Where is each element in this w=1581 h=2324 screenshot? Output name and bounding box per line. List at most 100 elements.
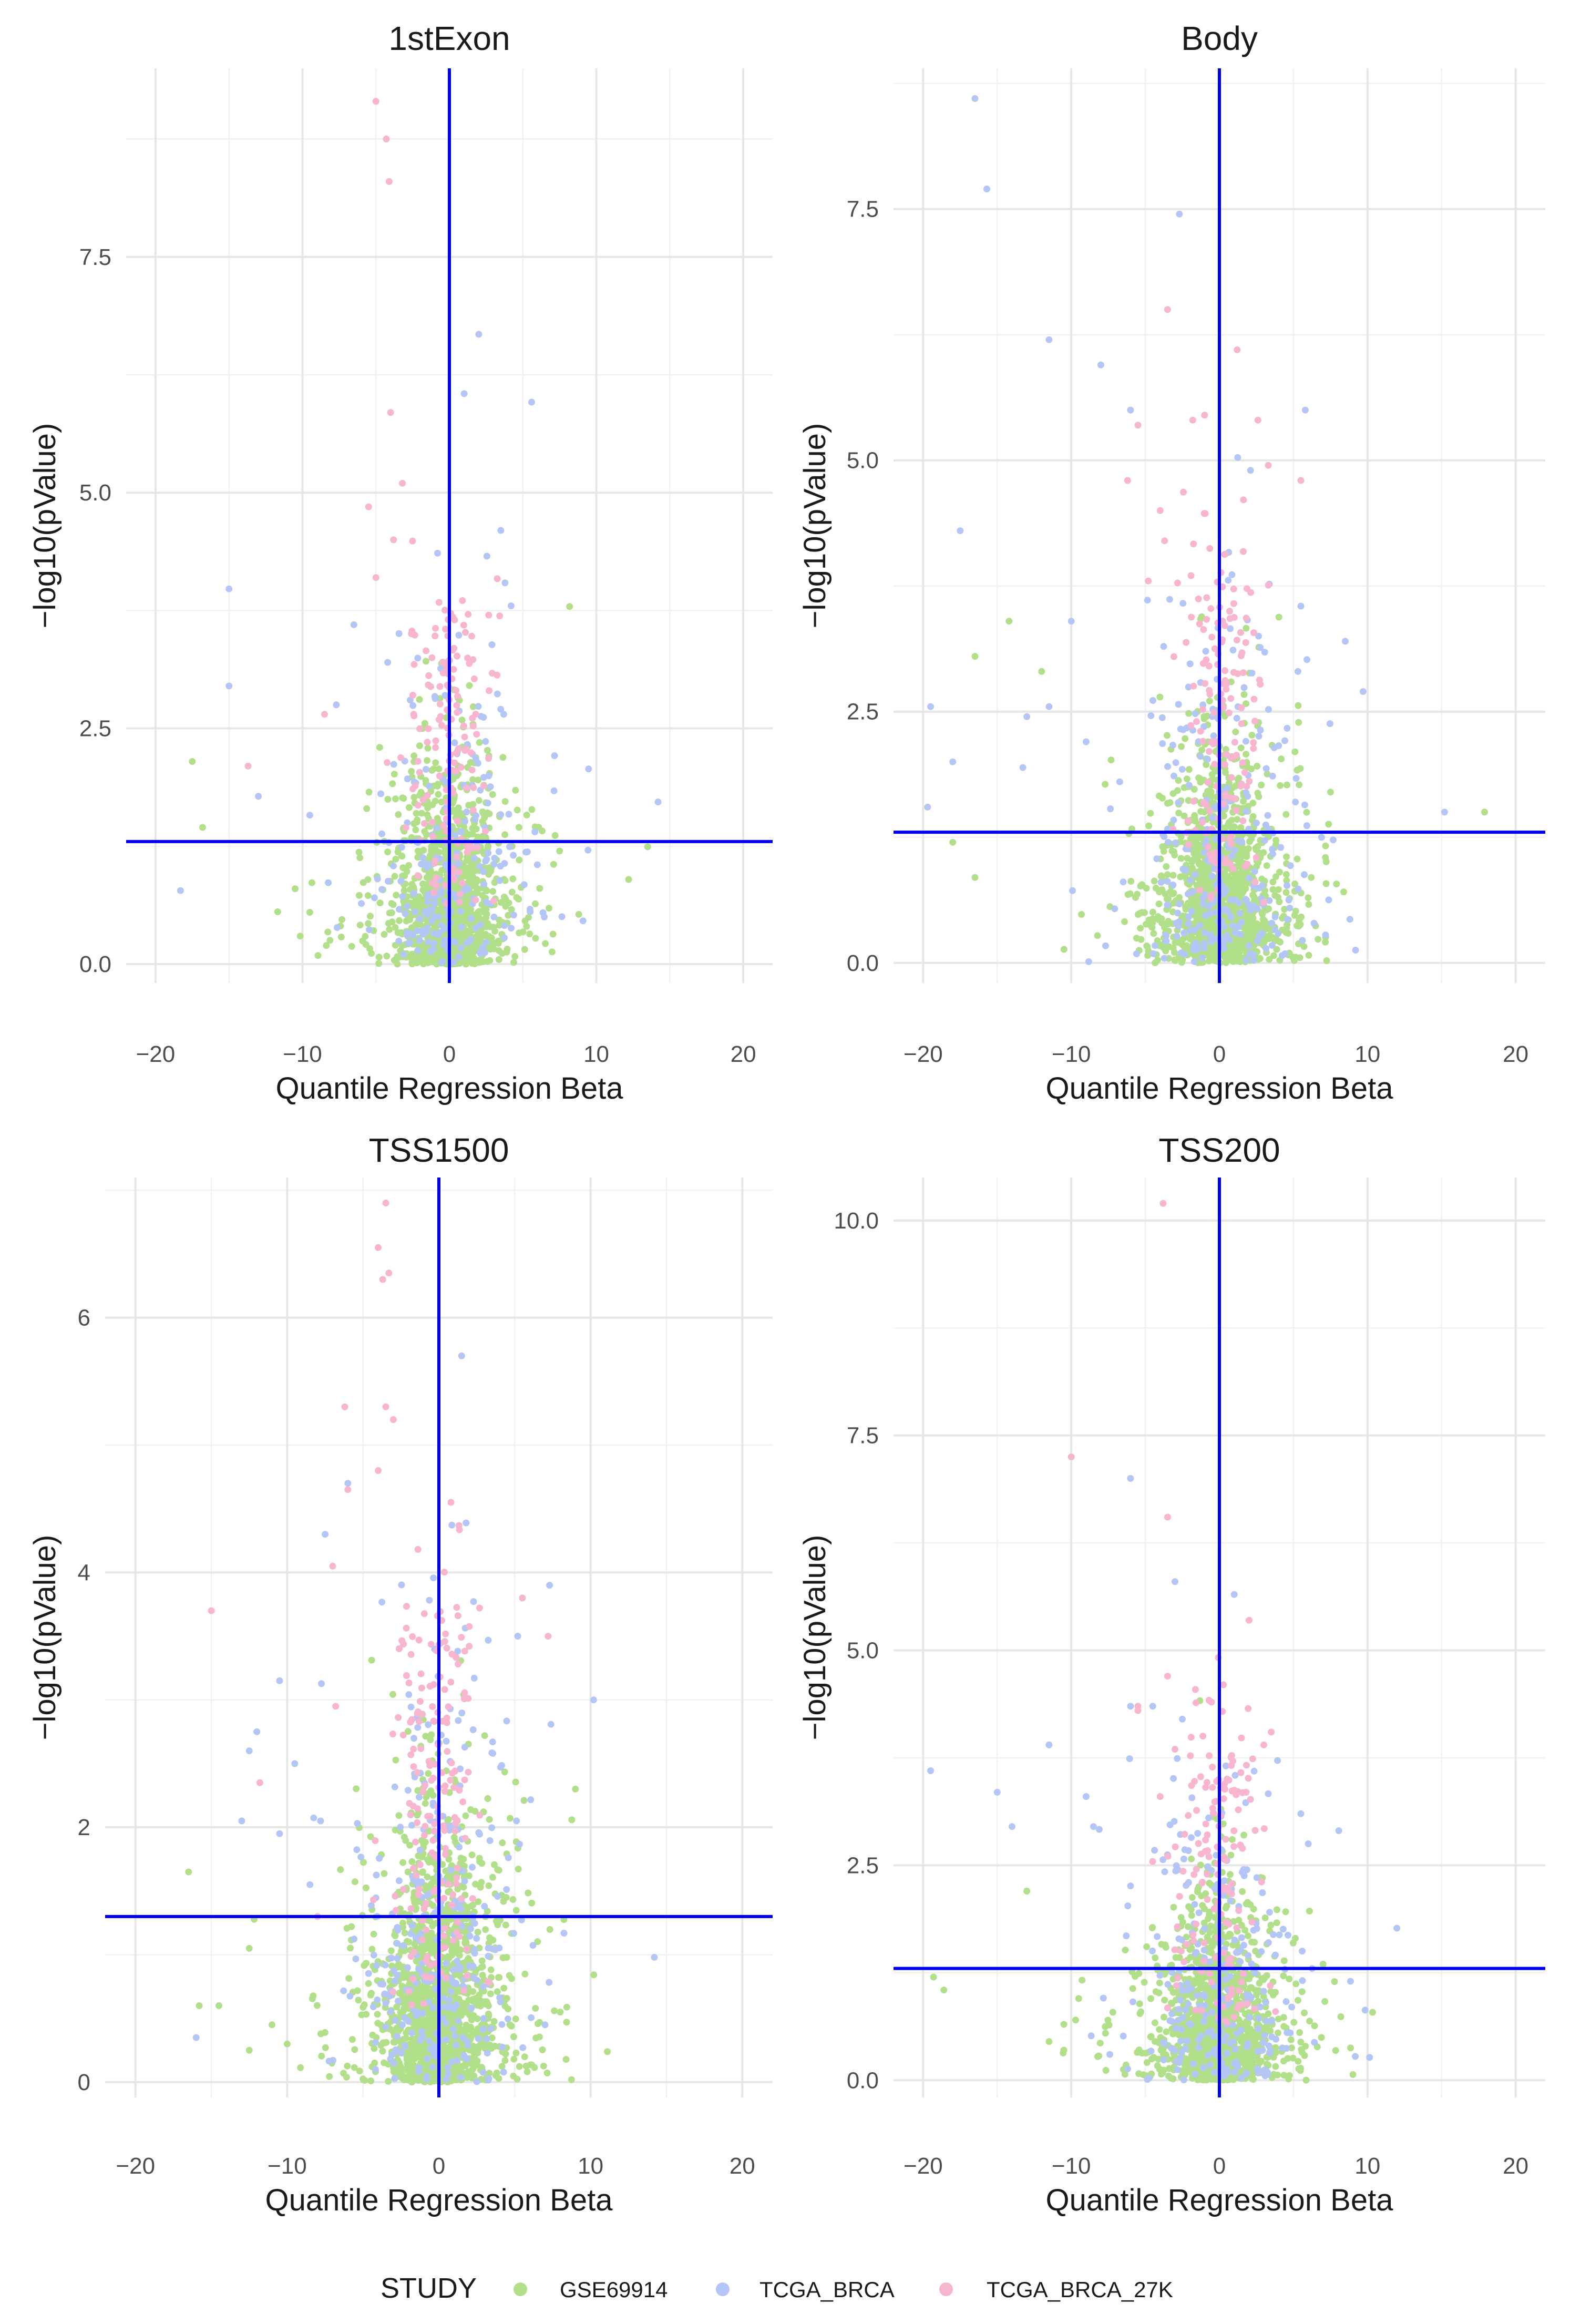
point-tcga-brca bbox=[1045, 703, 1053, 710]
point-tcga-brca-27k bbox=[1206, 807, 1214, 815]
point-gse69914 bbox=[408, 881, 416, 888]
point-gse69914 bbox=[375, 954, 383, 961]
point-tcga-brca bbox=[1326, 720, 1333, 728]
point-tcga-brca bbox=[522, 848, 529, 856]
point-tcga-brca bbox=[405, 929, 413, 937]
point-tcga-brca bbox=[1229, 922, 1236, 929]
point-tcga-brca bbox=[1175, 701, 1182, 708]
point-tcga-brca bbox=[1164, 902, 1171, 909]
point-gse69914 bbox=[429, 958, 437, 966]
point-tcga-brca bbox=[333, 701, 340, 709]
point-tcga-brca bbox=[1175, 923, 1182, 930]
point-gse69914 bbox=[971, 653, 979, 660]
point-tcga-brca-27k bbox=[469, 806, 477, 814]
point-tcga-brca-27k bbox=[432, 737, 439, 744]
point-gse69914 bbox=[1162, 890, 1169, 898]
point-tcga-brca-27k bbox=[383, 136, 390, 142]
point-gse69914 bbox=[1305, 900, 1312, 908]
point-tcga-brca bbox=[1285, 896, 1292, 904]
point-gse69914 bbox=[519, 928, 527, 936]
point-tcga-brca-27k bbox=[461, 733, 468, 741]
point-tcga-brca-27k bbox=[1246, 777, 1253, 785]
point-gse69914 bbox=[1275, 894, 1281, 901]
point-gse69914 bbox=[482, 923, 490, 930]
point-gse69914 bbox=[1147, 810, 1154, 817]
point-tcga-brca bbox=[483, 898, 490, 906]
point-tcga-brca bbox=[431, 899, 438, 907]
point-tcga-brca-27k bbox=[474, 844, 481, 851]
point-gse69914 bbox=[1282, 889, 1290, 896]
point-gse69914 bbox=[1102, 781, 1109, 788]
point-tcga-brca bbox=[485, 849, 492, 857]
point-tcga-brca bbox=[1257, 644, 1264, 651]
point-tcga-brca bbox=[455, 953, 463, 960]
point-gse69914 bbox=[415, 1923, 422, 1930]
point-gse69914 bbox=[1198, 746, 1206, 754]
point-gse69914 bbox=[337, 1866, 344, 1873]
point-tcga-brca-27k bbox=[1183, 639, 1190, 646]
point-tcga-brca bbox=[457, 908, 464, 915]
point-tcga-brca bbox=[494, 690, 501, 698]
point-gse69914 bbox=[417, 789, 425, 796]
point-tcga-brca bbox=[442, 692, 449, 699]
point-tcga-brca bbox=[1243, 789, 1250, 796]
point-tcga-brca bbox=[1067, 618, 1075, 625]
point-gse69914 bbox=[1171, 957, 1178, 964]
point-tcga-brca bbox=[429, 946, 437, 953]
point-gse69914 bbox=[1156, 693, 1164, 701]
point-tcga-brca-27k bbox=[458, 879, 466, 887]
point-tcga-brca-27k bbox=[1230, 585, 1237, 592]
point-tcga-brca bbox=[1144, 597, 1151, 604]
x-tick-label: 10 bbox=[1354, 1041, 1380, 1067]
point-gse69914 bbox=[489, 791, 496, 798]
point-gse69914 bbox=[1193, 846, 1200, 853]
point-tcga-brca bbox=[177, 887, 184, 894]
point-tcga-brca-27k bbox=[1250, 629, 1257, 637]
point-tcga-brca-27k bbox=[408, 628, 416, 634]
point-tcga-brca-27k bbox=[1239, 759, 1246, 766]
point-tcga-brca bbox=[471, 816, 479, 823]
point-tcga-brca-27k bbox=[469, 722, 477, 730]
point-gse69914 bbox=[1078, 911, 1085, 918]
point-gse69914 bbox=[1182, 735, 1189, 742]
point-tcga-brca bbox=[1172, 759, 1179, 766]
point-tcga-brca bbox=[414, 947, 422, 954]
point-gse69914 bbox=[449, 927, 456, 934]
point-gse69914 bbox=[511, 953, 519, 960]
point-tcga-brca bbox=[1187, 927, 1194, 934]
point-tcga-brca bbox=[558, 913, 566, 920]
point-gse69914 bbox=[401, 887, 408, 894]
x-axis-title: Quantile Regression Beta bbox=[1046, 1071, 1394, 1105]
point-gse69914 bbox=[468, 1851, 476, 1859]
point-gse69914 bbox=[1275, 613, 1282, 621]
point-tcga-brca-27k bbox=[494, 575, 501, 582]
point-gse69914 bbox=[512, 1907, 520, 1914]
point-tcga-brca bbox=[1176, 900, 1183, 907]
point-tcga-brca bbox=[410, 890, 417, 897]
point-tcga-brca bbox=[1303, 656, 1311, 663]
point-gse69914 bbox=[338, 916, 345, 923]
point-gse69914 bbox=[310, 1992, 317, 2000]
point-tcga-brca bbox=[1281, 737, 1288, 744]
point-tcga-brca-27k bbox=[385, 178, 393, 185]
point-tcga-brca bbox=[1231, 847, 1238, 854]
point-gse69914 bbox=[1183, 775, 1190, 783]
point-tcga-brca-27k bbox=[399, 479, 406, 487]
point-gse69914 bbox=[395, 954, 402, 961]
point-gse69914 bbox=[1107, 756, 1115, 764]
point-gse69914 bbox=[1038, 668, 1045, 675]
point-gse69914 bbox=[421, 720, 428, 727]
point-gse69914 bbox=[379, 2047, 386, 2055]
point-tcga-brca-27k bbox=[433, 882, 440, 889]
point-gse69914 bbox=[515, 895, 522, 903]
point-gse69914 bbox=[1293, 855, 1301, 863]
point-tcga-brca bbox=[433, 825, 440, 832]
point-tcga-brca bbox=[1226, 936, 1233, 944]
point-tcga-brca bbox=[507, 602, 515, 609]
point-gse69914 bbox=[359, 937, 366, 945]
point-tcga-brca-27k bbox=[1238, 720, 1245, 728]
point-gse69914 bbox=[274, 908, 281, 915]
point-gse69914 bbox=[1305, 951, 1312, 959]
point-gse69914 bbox=[1145, 822, 1152, 830]
